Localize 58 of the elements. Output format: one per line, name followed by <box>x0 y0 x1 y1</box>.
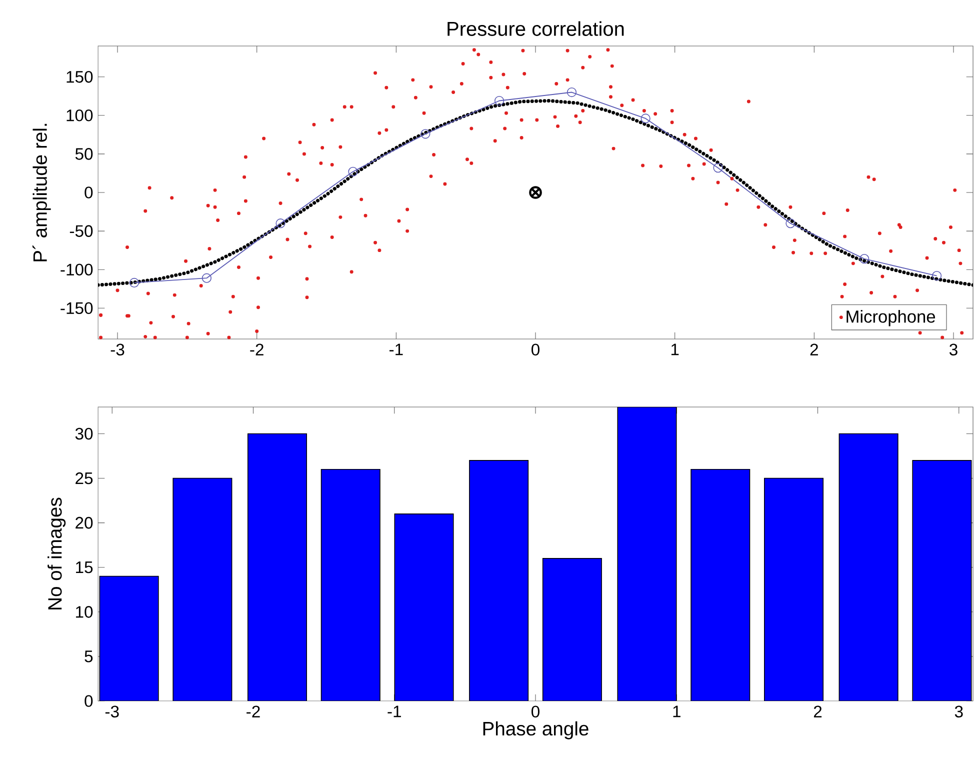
x-tick-label: -2 <box>246 706 260 718</box>
x-tick-label: 3 <box>954 706 963 718</box>
y-tick-label: 0 <box>84 695 93 707</box>
y-tick-label: 100 <box>66 110 93 122</box>
y-tick-label: 150 <box>66 70 93 83</box>
point <box>129 278 140 288</box>
point <box>202 273 212 283</box>
x-axis-title: Phase angle <box>483 721 588 740</box>
point <box>494 96 504 106</box>
x-tick-label: -3 <box>110 344 124 356</box>
x-tick-label: 0 <box>532 706 540 718</box>
x-tick-label: 3 <box>949 344 958 356</box>
bar <box>321 469 380 701</box>
y-tick-label: 0 <box>84 186 93 198</box>
bar <box>173 478 232 701</box>
chart-title: Pressure correlation <box>448 21 624 36</box>
point <box>529 186 542 199</box>
y-tick-label: 10 <box>76 606 93 618</box>
x-tick-label: -1 <box>388 706 401 718</box>
y-tick-label: -150 <box>60 302 93 314</box>
x-tick-label: 1 <box>673 706 680 718</box>
bar <box>839 434 898 701</box>
bar <box>912 460 972 701</box>
point <box>860 254 870 264</box>
legend-label: Microphone <box>846 310 936 326</box>
y-tick-label: 15 <box>76 562 93 574</box>
y-tick-label: 20 <box>76 516 93 529</box>
bar <box>542 558 602 701</box>
bar <box>469 460 528 701</box>
x-tick-label: 1 <box>671 344 679 356</box>
bar <box>691 469 750 701</box>
x-tick-label: -3 <box>105 706 119 718</box>
bar <box>248 434 307 701</box>
x-tick-label: 2 <box>814 706 822 718</box>
x-tick-label: 2 <box>810 344 818 356</box>
bar <box>100 576 158 701</box>
x-tick-label: -1 <box>389 344 403 356</box>
point <box>420 129 430 139</box>
y-tick-label: 30 <box>75 428 93 440</box>
y-axis-title: P´ amplitude rel. <box>32 124 51 262</box>
point <box>566 87 577 98</box>
y-tick-label: -100 <box>60 264 93 276</box>
point <box>713 163 723 173</box>
point <box>276 218 286 228</box>
point <box>640 114 650 124</box>
point <box>786 218 796 228</box>
y-axis-title: No of images <box>48 498 66 610</box>
y-tick-label: 25 <box>76 472 93 484</box>
x-tick-label: -2 <box>250 344 264 356</box>
point <box>348 166 358 176</box>
bar <box>764 478 824 701</box>
y-tick-label: 50 <box>75 148 93 160</box>
bar <box>618 407 676 701</box>
x-tick-label: 0 <box>532 344 540 356</box>
point <box>932 270 942 281</box>
y-tick-label: 5 <box>84 650 93 662</box>
bar <box>394 514 454 701</box>
y-tick-label: -50 <box>70 225 93 237</box>
